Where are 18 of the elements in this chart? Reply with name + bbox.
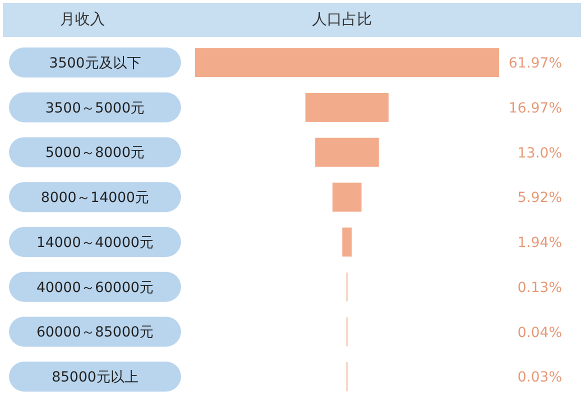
category-label: 40000～60000元: [36, 280, 154, 296]
data-label: 16.97%: [508, 100, 562, 116]
category-label: 60000～85000元: [36, 324, 154, 341]
category-label: 14000～40000元: [36, 234, 154, 251]
category-label: 8000～14000元: [40, 190, 150, 206]
category-label: 3500元及以下: [49, 55, 141, 72]
text: 人口占比: [312, 10, 372, 29]
category-label: 3500～5000元: [45, 100, 145, 116]
data-label: 61.97%: [508, 56, 562, 72]
category-label: 5000～8000元: [45, 145, 145, 162]
data-label: 0.13%: [518, 280, 562, 296]
category-label: 85000元以上: [52, 370, 138, 386]
data-label: 5.92%: [518, 190, 562, 206]
data-label: 13.0%: [518, 145, 562, 162]
data-label: 1.94%: [518, 235, 562, 252]
data-label: 0.04%: [518, 324, 562, 341]
data-label: 0.03%: [518, 370, 562, 386]
text: 月收入: [60, 10, 105, 29]
